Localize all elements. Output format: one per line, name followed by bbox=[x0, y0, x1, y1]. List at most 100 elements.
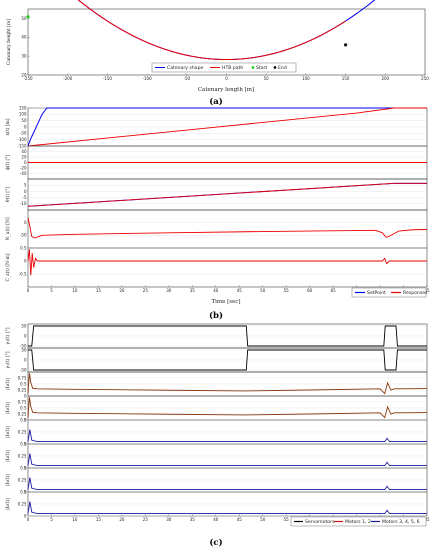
signal-line bbox=[28, 325, 427, 347]
catenary-ticks: -250 -200 -150 -100 -50 0 50 100 150 200 250 20 30 40… bbox=[21, 16, 429, 81]
y-tick-label: 40 bbox=[21, 35, 27, 40]
x-tick-label: 100 bbox=[302, 76, 310, 81]
x-tick-label: 150 bbox=[342, 76, 350, 81]
x-tick-label: 15 bbox=[96, 288, 102, 293]
x-tick-label: 50 bbox=[260, 288, 266, 293]
panel-ylabel: x(t) [m] bbox=[4, 118, 11, 135]
legend-motors-1-2: Motors 1, 2 bbox=[345, 519, 371, 525]
panel-ylabel: |f₄(t)| bbox=[4, 450, 11, 462]
response-line bbox=[27, 249, 427, 276]
x-tick-label: 10 bbox=[72, 288, 78, 293]
response-line bbox=[27, 107, 427, 147]
y-tick-label: 0.5 bbox=[20, 465, 27, 470]
x-tick-label: 200 bbox=[381, 76, 389, 81]
legend-catenary-shape: Catenary shape bbox=[167, 65, 203, 71]
x-tick-label: 5 bbox=[50, 288, 53, 293]
y-tick-label: 0.5 bbox=[20, 405, 27, 410]
y-tick-label: 0 bbox=[24, 441, 27, 446]
x-tick-label: 50 bbox=[260, 517, 266, 522]
y-tick-label: 0.5 bbox=[20, 417, 27, 422]
x-tick-label: 45 bbox=[237, 517, 243, 522]
y-tick-label: 0 bbox=[24, 357, 27, 362]
panel-2: 00.250.50.75 |f₁(t)| bbox=[4, 371, 428, 398]
y-tick-label: 0.25 bbox=[18, 501, 27, 506]
y-tick-label: 0.5 bbox=[20, 381, 27, 386]
x-tick-label: 10 bbox=[72, 517, 78, 522]
catenary-ylabel: Catenary height [m] bbox=[6, 19, 12, 65]
y-tick-label: 20 bbox=[21, 72, 27, 77]
signal-line bbox=[27, 453, 427, 467]
y-tick-label: 0.5 bbox=[20, 489, 27, 494]
x-tick-label: 50 bbox=[264, 76, 270, 81]
x-tick-label: 35 bbox=[190, 288, 196, 293]
response-line bbox=[27, 182, 427, 207]
x-tick-label: 20 bbox=[119, 288, 125, 293]
y-tick-label: 50 bbox=[21, 323, 27, 328]
x-tick-label: -200 bbox=[63, 76, 73, 81]
x-tick-label: 30 bbox=[166, 288, 172, 293]
legend-responses: Responses bbox=[403, 290, 428, 296]
y-tick-label: -100 bbox=[17, 137, 27, 142]
y-tick-label: -150 bbox=[17, 143, 27, 148]
setpoint-line bbox=[27, 107, 427, 147]
y-tick-label: 0 bbox=[24, 160, 27, 165]
panel-ylabel: γ₂(t) [°] bbox=[4, 351, 11, 368]
x-tick-label: 35 bbox=[190, 517, 196, 522]
y-tick-label: -50 bbox=[20, 343, 27, 348]
y-tick-label: 40 bbox=[21, 149, 27, 154]
y-tick-label: -40 bbox=[20, 171, 27, 176]
y-tick-label: 0.75 bbox=[18, 399, 27, 404]
y-tick-label: 0.25 bbox=[18, 453, 27, 458]
signal-line bbox=[27, 477, 427, 491]
signal-line bbox=[27, 501, 427, 515]
x-tick-label: -50 bbox=[184, 76, 191, 81]
panel-ylabel: γ₁(t) [°] bbox=[4, 327, 11, 344]
y-tick-label: 50 bbox=[21, 347, 27, 352]
x-tick-label: 0 bbox=[27, 517, 30, 522]
y-tick-label: 0.5 bbox=[20, 245, 27, 250]
x-tick-label: 85 bbox=[424, 517, 430, 522]
signal-line bbox=[27, 397, 428, 419]
y-tick-label: 50 bbox=[21, 16, 27, 21]
signal-line bbox=[28, 349, 427, 371]
x-tick-label: 0 bbox=[225, 76, 228, 81]
y-tick-label: 0 bbox=[24, 189, 27, 194]
x-tick-label: 45 bbox=[237, 288, 243, 293]
y-tick-label: -5 bbox=[23, 195, 27, 200]
y-tick-label: 150 bbox=[19, 105, 27, 110]
legend-start: Start bbox=[256, 65, 267, 71]
y-tick-label: -50 bbox=[20, 233, 27, 238]
x-tick-label: 85 bbox=[424, 288, 430, 293]
y-tick-label: 0 bbox=[24, 393, 27, 398]
y-tick-label: 30 bbox=[21, 54, 27, 59]
legend-servomotors: Servomotors bbox=[305, 519, 335, 525]
y-tick-label: 20 bbox=[21, 154, 27, 159]
y-tick-label: 0 bbox=[24, 513, 27, 518]
x-tick-label: 55 bbox=[284, 288, 290, 293]
y-tick-label: -10 bbox=[20, 201, 27, 206]
caption-a: (a) bbox=[209, 96, 223, 107]
start-marker bbox=[26, 15, 30, 19]
y-tick-label: 0 bbox=[24, 220, 27, 225]
y-tick-label: 0.25 bbox=[18, 387, 27, 392]
catenary-legend: Catenary shape HTB path Start End bbox=[151, 62, 297, 73]
y-tick-label: 0.25 bbox=[18, 477, 27, 482]
y-tick-label: 0 bbox=[24, 417, 27, 422]
panel-ylabel: C_z(t) [N·m] bbox=[4, 253, 11, 281]
x-tick-label: 5 bbox=[50, 517, 53, 522]
x-tick-label: -250 bbox=[23, 76, 33, 81]
x-tick-label: 25 bbox=[143, 517, 149, 522]
legend-htb-path: HTB path bbox=[222, 65, 243, 71]
y-tick-label: 100 bbox=[19, 112, 27, 117]
x-tick-label: 60 bbox=[307, 288, 313, 293]
legend-motors-3-6: Motors 3, 4, 5, 6 bbox=[382, 519, 420, 525]
y-tick-label: 0.25 bbox=[18, 411, 27, 416]
signal-line bbox=[27, 373, 428, 395]
panel-ylabel: θ(t) [°] bbox=[4, 187, 11, 202]
response-line bbox=[27, 217, 428, 239]
